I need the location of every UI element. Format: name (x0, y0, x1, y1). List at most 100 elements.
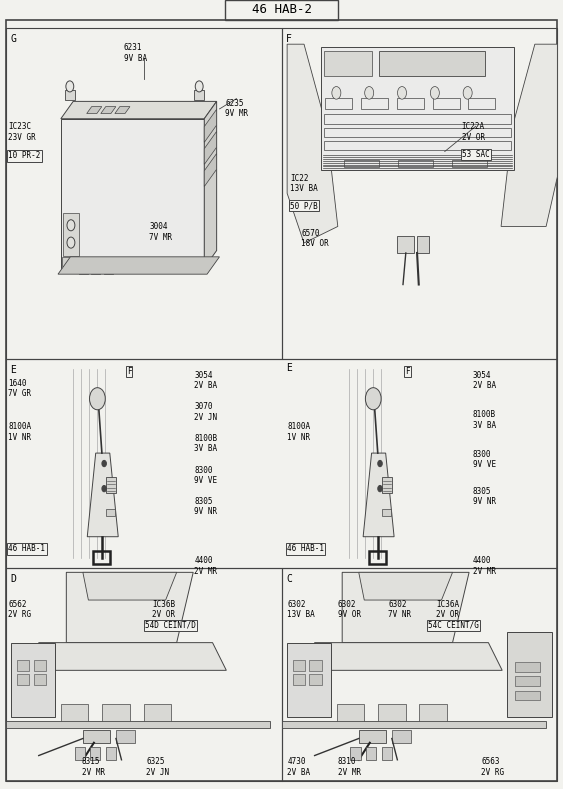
Bar (350, 747, 361, 760)
Polygon shape (61, 119, 204, 268)
Bar (61, 705, 88, 721)
Text: 46 HAB-2: 46 HAB-2 (252, 3, 311, 17)
Text: 46 HAB-1: 46 HAB-1 (287, 544, 324, 553)
Bar (432, 98, 459, 109)
Bar (392, 730, 411, 742)
Bar (382, 477, 392, 493)
Text: 6231
9V BA: 6231 9V BA (124, 43, 147, 63)
Text: IC36B
2V OR: IC36B 2V OR (152, 600, 175, 619)
Bar (293, 660, 305, 671)
Text: 53 SAC: 53 SAC (462, 150, 489, 159)
Circle shape (365, 387, 381, 409)
Polygon shape (65, 90, 75, 100)
Polygon shape (11, 642, 55, 717)
Text: 8310
2V MR: 8310 2V MR (338, 757, 361, 777)
Bar (397, 236, 414, 253)
Text: 6235
9V MR: 6235 9V MR (225, 99, 248, 118)
Text: 46 HAB-1: 46 HAB-1 (8, 544, 46, 553)
Text: 54D CEINT/D: 54D CEINT/D (145, 621, 196, 630)
Polygon shape (315, 642, 502, 671)
Bar (515, 662, 540, 671)
Circle shape (365, 87, 374, 99)
Bar (452, 159, 487, 167)
Bar (6, 568, 282, 781)
Text: 8300
9V VE: 8300 9V VE (194, 466, 217, 485)
Bar (6, 721, 270, 727)
Text: 4400
2V MR: 4400 2V MR (194, 556, 217, 576)
Polygon shape (115, 107, 130, 114)
Bar (106, 510, 115, 516)
Text: 10 PR-2: 10 PR-2 (8, 151, 41, 160)
Bar (225, 0, 338, 20)
Bar (324, 51, 372, 76)
Text: 6325
2V JN: 6325 2V JN (146, 757, 169, 777)
Polygon shape (204, 109, 217, 142)
Text: C: C (286, 574, 292, 585)
Text: IC36A
2V OR: IC36A 2V OR (436, 600, 459, 619)
Polygon shape (204, 154, 217, 187)
Circle shape (90, 387, 105, 409)
Bar (321, 47, 514, 170)
Circle shape (67, 219, 75, 231)
Polygon shape (501, 44, 557, 226)
Circle shape (378, 485, 382, 492)
Text: 6562
2V RG: 6562 2V RG (8, 600, 32, 619)
Text: 6563
2V RG: 6563 2V RG (481, 757, 504, 777)
Bar (361, 98, 388, 109)
Bar (91, 747, 100, 760)
Polygon shape (363, 453, 394, 537)
Polygon shape (66, 572, 193, 642)
Polygon shape (287, 44, 338, 243)
Bar (367, 747, 377, 760)
Bar (378, 705, 406, 721)
Bar (337, 705, 364, 721)
Text: 8100B
3V BA: 8100B 3V BA (194, 434, 217, 454)
Text: E: E (286, 363, 292, 373)
Circle shape (397, 87, 406, 99)
Bar (91, 268, 100, 275)
Text: F: F (405, 367, 410, 376)
Bar (79, 268, 88, 275)
Polygon shape (39, 642, 226, 671)
Bar (6, 28, 282, 359)
Text: IC22A
2V OR: IC22A 2V OR (462, 122, 485, 142)
Bar (324, 114, 511, 124)
Bar (63, 212, 79, 256)
Bar (515, 676, 540, 686)
Text: 3070
2V JN: 3070 2V JN (194, 402, 217, 422)
Polygon shape (359, 572, 453, 600)
Bar (310, 660, 322, 671)
Circle shape (102, 460, 106, 466)
Text: IC23C
23V GR: IC23C 23V GR (8, 122, 36, 142)
Bar (507, 632, 552, 717)
Bar (104, 268, 113, 275)
Bar (398, 159, 433, 167)
Text: 8305
9V NR: 8305 9V NR (194, 497, 217, 517)
Text: 4730
2V BA: 4730 2V BA (287, 757, 310, 777)
Text: 8100A
1V NR: 8100A 1V NR (8, 422, 32, 442)
Bar (62, 257, 203, 267)
Polygon shape (83, 572, 177, 600)
Bar (324, 128, 511, 137)
Bar (116, 730, 135, 742)
Text: 54C CEINT/G: 54C CEINT/G (428, 621, 479, 630)
Bar (382, 747, 392, 760)
Circle shape (332, 87, 341, 99)
Bar (6, 359, 557, 568)
Text: 8100B
3V BA: 8100B 3V BA (473, 410, 496, 430)
Bar (34, 674, 46, 685)
Text: 8315
2V MR: 8315 2V MR (82, 757, 105, 777)
Circle shape (67, 237, 75, 248)
Bar (282, 568, 557, 781)
Text: D: D (10, 574, 16, 585)
Polygon shape (87, 107, 102, 114)
Text: G: G (10, 34, 16, 44)
Text: 8300
9V VE: 8300 9V VE (473, 450, 496, 469)
Circle shape (463, 87, 472, 99)
Bar (34, 660, 46, 671)
Bar (282, 721, 546, 727)
Text: E: E (10, 365, 16, 376)
Text: 1640
7V GR: 1640 7V GR (8, 379, 32, 398)
Text: 8305
9V NR: 8305 9V NR (473, 487, 496, 507)
Text: 6302
7V NR: 6302 7V NR (388, 600, 412, 619)
